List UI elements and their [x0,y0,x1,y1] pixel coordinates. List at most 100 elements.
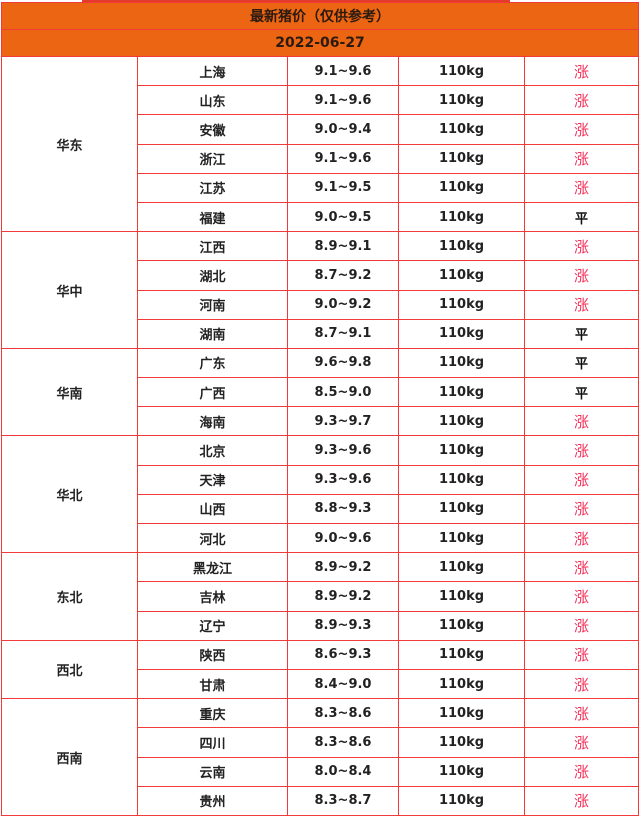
table-row: 华北 北京 9.3~9.6 110kg 涨 [1,435,640,554]
province-cell: 云南 [137,756,288,787]
table-row: 江苏 9.1~9.5 110kg 涨 [2,172,640,203]
trend-cell: 平 [523,318,640,349]
weight-cell: 110kg [398,581,525,612]
table-row: 安徽 9.0~9.4 110kg 涨 [2,114,640,145]
province-cell: 四川 [137,727,288,758]
province-cell: 辽宁 [137,610,288,641]
weight-cell: 110kg [398,172,525,203]
price-range-cell: 8.9~9.1 [287,231,399,262]
price-range-cell: 8.0~8.4 [287,756,399,787]
trend-cell: 涨 [523,610,640,641]
weight-cell: 110kg [398,231,525,262]
trend-cell: 涨 [523,406,640,437]
price-range-cell: 9.1~9.6 [287,143,399,174]
weight-cell: 110kg [398,201,525,233]
price-range-cell: 8.3~8.6 [287,698,399,729]
price-range-cell: 9.3~9.6 [287,464,399,495]
price-range-cell: 8.3~8.7 [287,785,399,816]
table-row: 河北 9.0~9.6 110kg 涨 [2,522,640,554]
province-cell: 黑龙江 [137,552,288,583]
weight-cell: 110kg [398,464,525,495]
province-cell: 北京 [137,435,288,466]
weight-cell: 110kg [398,610,525,641]
weight-cell: 110kg [398,260,525,291]
province-cell: 天津 [137,464,288,495]
province-cell: 重庆 [137,698,288,729]
trend-cell: 涨 [523,435,640,466]
weight-cell: 110kg [398,668,525,700]
weight-cell: 110kg [398,114,525,145]
trend-cell: 涨 [523,114,640,145]
weight-cell: 110kg [398,289,525,320]
trend-cell: 涨 [523,143,640,174]
price-range-cell: 8.9~9.2 [287,581,399,612]
table-row: 西北 陕西 8.6~9.3 110kg 涨 [1,639,640,700]
trend-cell: 平 [523,347,640,379]
price-range-cell: 9.1~9.6 [287,85,399,116]
province-cell: 福建 [137,201,288,233]
table-row: 贵州 8.3~8.7 110kg 涨 [2,785,640,816]
region-cell: 西北 [1,639,138,700]
table-row: 华东 上海 9.1~9.6 110kg 涨 [1,55,640,233]
trend-cell: 平 [523,201,640,233]
trend-cell: 涨 [523,522,640,554]
table-row: 广西 8.5~9.0 110kg 平 [2,377,640,408]
province-cell: 山东 [137,85,288,116]
trend-cell: 涨 [523,260,640,291]
trend-cell: 涨 [523,55,640,87]
weight-cell: 110kg [398,639,525,670]
table-row: 海南 9.3~9.7 110kg 涨 [2,406,640,437]
province-cell: 广西 [137,377,288,408]
price-range-cell: 8.6~9.3 [287,639,399,670]
table-row: 西南 重庆 8.3~8.6 110kg 涨 [1,698,640,816]
weight-cell: 110kg [398,522,525,554]
table-row: 浙江 9.1~9.6 110kg 涨 [2,143,640,174]
province-cell: 河南 [137,289,288,320]
weight-cell: 110kg [398,552,525,583]
price-range-cell: 9.0~9.6 [287,522,399,554]
table-row: 河南 9.0~9.2 110kg 涨 [2,289,640,320]
province-cell: 海南 [137,406,288,437]
trend-cell: 涨 [523,552,640,583]
weight-cell: 110kg [398,435,525,466]
trend-cell: 涨 [523,464,640,495]
province-cell: 江西 [137,231,288,262]
price-range-cell: 9.1~9.6 [287,55,399,87]
weight-cell: 110kg [398,85,525,116]
trend-cell: 涨 [523,493,640,525]
weight-cell: 110kg [398,55,525,87]
region-cell: 华东 [1,55,138,233]
price-range-cell: 9.6~9.8 [287,347,399,379]
region-cell: 西南 [1,698,138,816]
price-range-cell: 8.8~9.3 [287,493,399,525]
weight-cell: 110kg [398,318,525,349]
trend-cell: 涨 [523,289,640,320]
weight-cell: 110kg [398,785,525,816]
region-cell: 东北 [1,552,138,641]
price-range-cell: 8.5~9.0 [287,377,399,408]
weight-cell: 110kg [398,727,525,758]
province-cell: 上海 [137,55,288,87]
price-range-cell: 9.1~9.5 [287,172,399,203]
table-row: 云南 8.0~8.4 110kg 涨 [2,756,640,787]
trend-cell: 涨 [523,698,640,729]
province-cell: 江苏 [137,172,288,203]
table-row: 华南 广东 9.6~9.8 110kg 平 [1,347,640,437]
weight-cell: 110kg [398,143,525,174]
province-cell: 吉林 [137,581,288,612]
trend-cell: 平 [523,377,640,408]
weight-cell: 110kg [398,347,525,379]
province-cell: 浙江 [137,143,288,174]
trend-cell: 涨 [523,581,640,612]
price-range-cell: 9.0~9.2 [287,289,399,320]
province-cell: 山西 [137,493,288,525]
price-range-cell: 8.3~8.6 [287,727,399,758]
table-title: 最新猪价（仅供参考） [0,2,640,30]
province-cell: 安徽 [137,114,288,145]
trend-cell: 涨 [523,668,640,700]
trend-cell: 涨 [523,785,640,816]
table-row: 四川 8.3~8.6 110kg 涨 [2,727,640,758]
table-row: 华中 江西 8.9~9.1 110kg 涨 [1,231,640,349]
weight-cell: 110kg [398,698,525,729]
